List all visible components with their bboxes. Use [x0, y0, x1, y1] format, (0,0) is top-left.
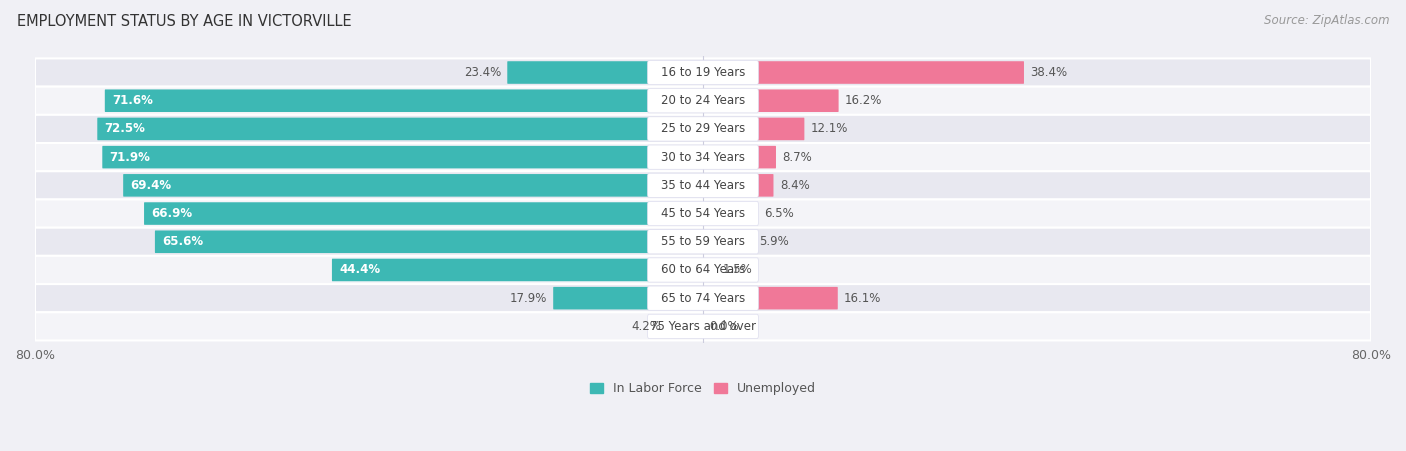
FancyBboxPatch shape [35, 59, 1371, 87]
FancyBboxPatch shape [105, 89, 703, 112]
FancyBboxPatch shape [35, 256, 1371, 284]
FancyBboxPatch shape [332, 259, 703, 281]
Text: 12.1%: 12.1% [811, 122, 848, 135]
Text: 0.0%: 0.0% [710, 320, 740, 333]
FancyBboxPatch shape [648, 145, 758, 169]
FancyBboxPatch shape [703, 118, 804, 140]
FancyBboxPatch shape [35, 228, 1371, 256]
Text: 1.5%: 1.5% [723, 263, 752, 276]
Text: 16 to 19 Years: 16 to 19 Years [661, 66, 745, 79]
FancyBboxPatch shape [124, 174, 703, 197]
FancyBboxPatch shape [648, 88, 758, 113]
Text: 5.9%: 5.9% [759, 235, 789, 248]
Text: 16.1%: 16.1% [844, 292, 882, 305]
Text: 60 to 64 Years: 60 to 64 Years [661, 263, 745, 276]
Text: 65 to 74 Years: 65 to 74 Years [661, 292, 745, 305]
FancyBboxPatch shape [703, 230, 752, 253]
FancyBboxPatch shape [703, 61, 1024, 84]
Text: 30 to 34 Years: 30 to 34 Years [661, 151, 745, 164]
Text: 16.2%: 16.2% [845, 94, 883, 107]
FancyBboxPatch shape [703, 259, 716, 281]
Text: 23.4%: 23.4% [464, 66, 501, 79]
FancyBboxPatch shape [155, 230, 703, 253]
Legend: In Labor Force, Unemployed: In Labor Force, Unemployed [585, 377, 821, 400]
Text: 35 to 44 Years: 35 to 44 Years [661, 179, 745, 192]
Text: 6.5%: 6.5% [763, 207, 794, 220]
FancyBboxPatch shape [648, 286, 758, 310]
Text: 66.9%: 66.9% [150, 207, 193, 220]
FancyBboxPatch shape [703, 174, 773, 197]
Text: 55 to 59 Years: 55 to 59 Years [661, 235, 745, 248]
FancyBboxPatch shape [103, 146, 703, 168]
Text: 38.4%: 38.4% [1031, 66, 1067, 79]
FancyBboxPatch shape [703, 146, 776, 168]
FancyBboxPatch shape [508, 61, 703, 84]
Text: 44.4%: 44.4% [339, 263, 380, 276]
FancyBboxPatch shape [553, 287, 703, 309]
Text: 71.9%: 71.9% [110, 151, 150, 164]
FancyBboxPatch shape [703, 287, 838, 309]
FancyBboxPatch shape [648, 230, 758, 254]
FancyBboxPatch shape [668, 315, 703, 338]
Text: 8.7%: 8.7% [782, 151, 813, 164]
Text: 72.5%: 72.5% [104, 122, 145, 135]
FancyBboxPatch shape [35, 284, 1371, 312]
FancyBboxPatch shape [648, 60, 758, 85]
FancyBboxPatch shape [35, 312, 1371, 341]
Text: 45 to 54 Years: 45 to 54 Years [661, 207, 745, 220]
Text: 8.4%: 8.4% [780, 179, 810, 192]
Text: 65.6%: 65.6% [162, 235, 202, 248]
FancyBboxPatch shape [648, 173, 758, 198]
Text: 75 Years and over: 75 Years and over [650, 320, 756, 333]
FancyBboxPatch shape [97, 118, 703, 140]
FancyBboxPatch shape [35, 143, 1371, 171]
FancyBboxPatch shape [35, 171, 1371, 199]
Text: 20 to 24 Years: 20 to 24 Years [661, 94, 745, 107]
FancyBboxPatch shape [35, 115, 1371, 143]
FancyBboxPatch shape [648, 258, 758, 282]
FancyBboxPatch shape [143, 202, 703, 225]
FancyBboxPatch shape [35, 199, 1371, 228]
FancyBboxPatch shape [648, 314, 758, 339]
Text: Source: ZipAtlas.com: Source: ZipAtlas.com [1264, 14, 1389, 27]
Text: EMPLOYMENT STATUS BY AGE IN VICTORVILLE: EMPLOYMENT STATUS BY AGE IN VICTORVILLE [17, 14, 352, 28]
FancyBboxPatch shape [648, 202, 758, 226]
Text: 4.2%: 4.2% [631, 320, 661, 333]
Text: 71.6%: 71.6% [112, 94, 153, 107]
FancyBboxPatch shape [703, 202, 758, 225]
FancyBboxPatch shape [35, 87, 1371, 115]
Text: 25 to 29 Years: 25 to 29 Years [661, 122, 745, 135]
Text: 17.9%: 17.9% [509, 292, 547, 305]
Text: 69.4%: 69.4% [131, 179, 172, 192]
FancyBboxPatch shape [703, 89, 838, 112]
FancyBboxPatch shape [648, 117, 758, 141]
